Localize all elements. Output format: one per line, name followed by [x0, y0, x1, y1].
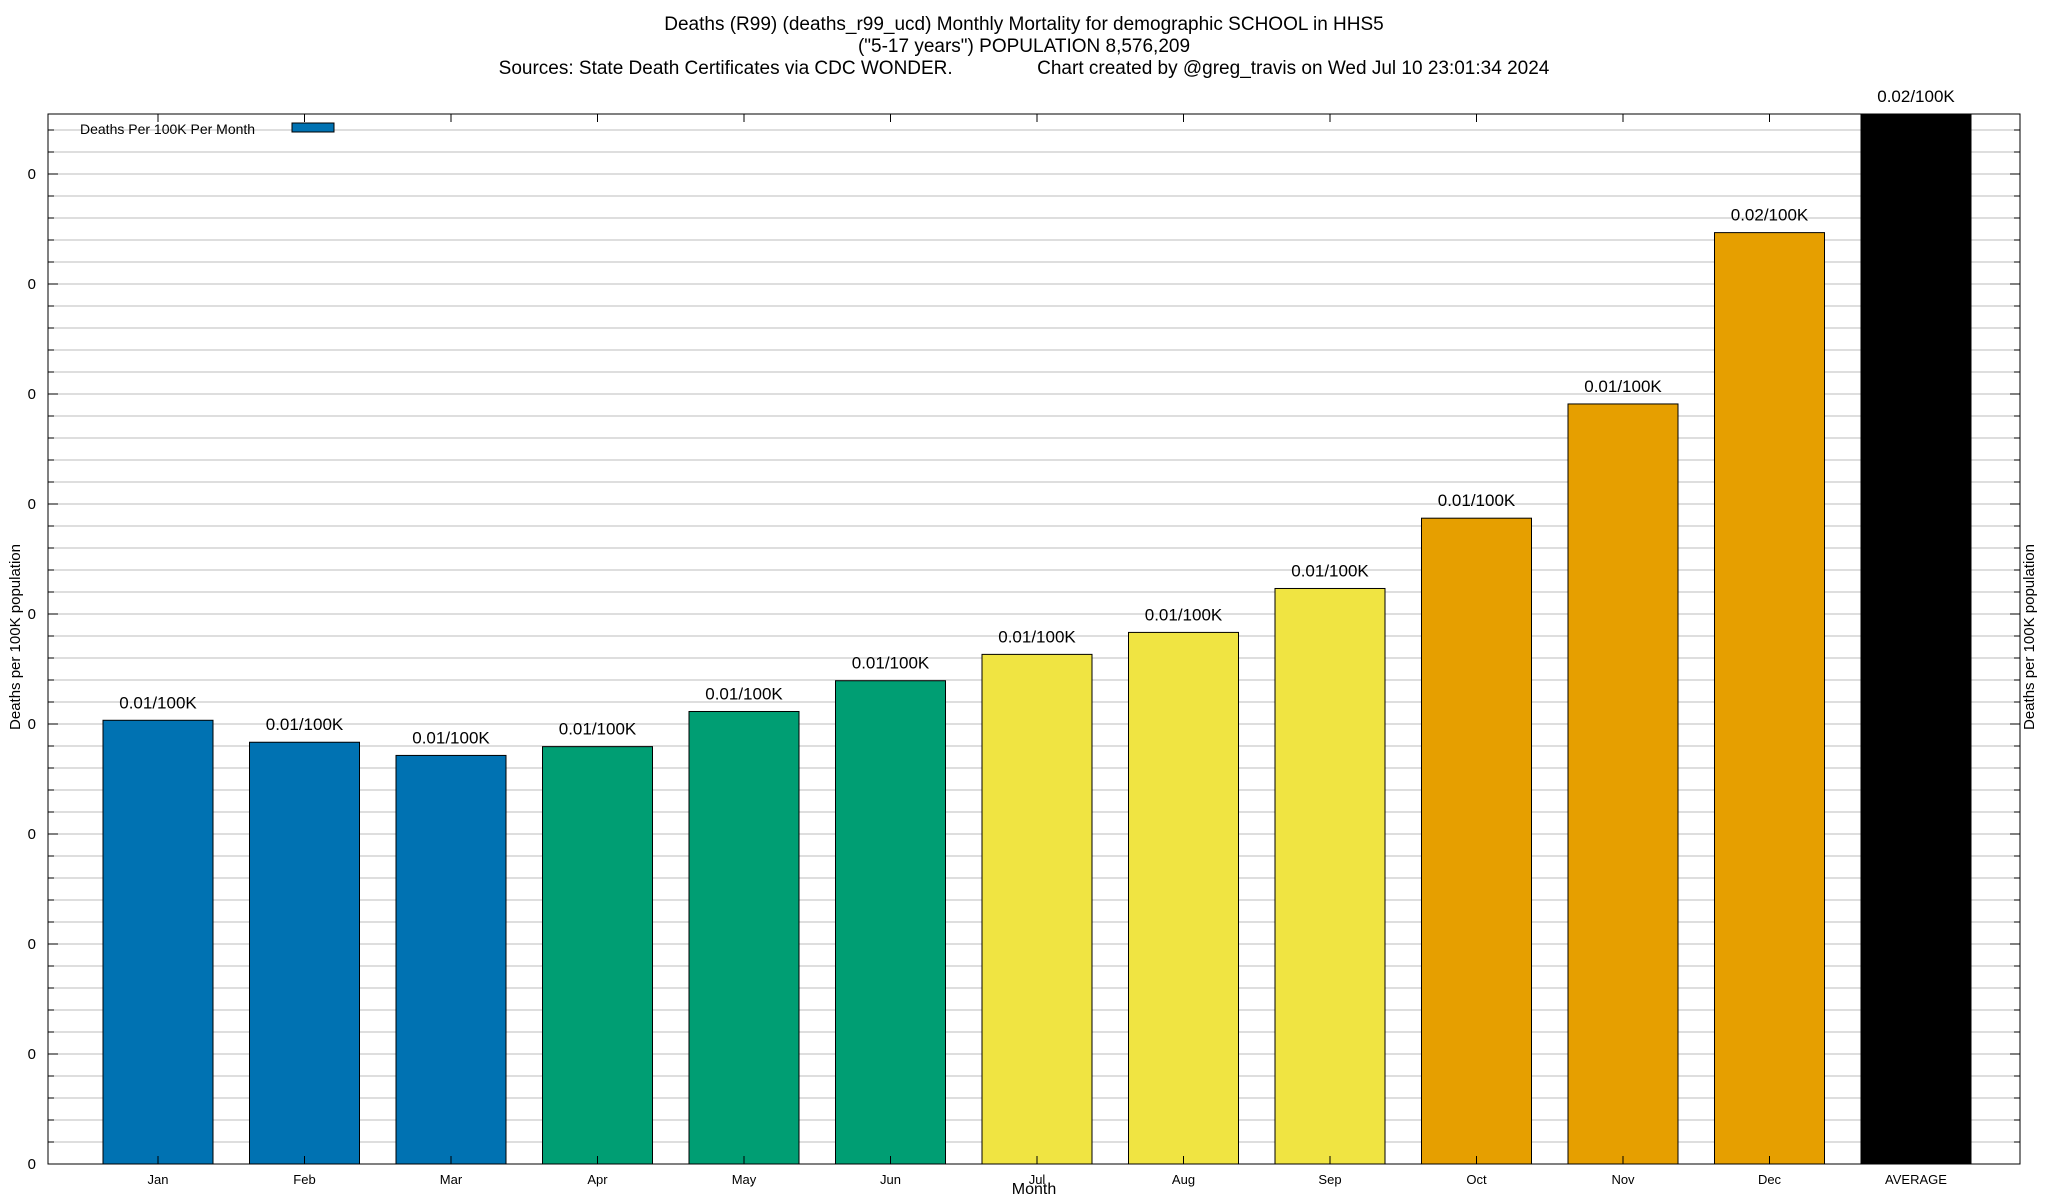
bar-oct — [1421, 517, 1532, 1165]
x-tick-label: May — [732, 1172, 757, 1187]
data-label: 0.01/100K — [998, 627, 1076, 646]
x-tick-label: Jun — [880, 1172, 901, 1187]
x-tick-label: Feb — [293, 1172, 315, 1187]
chart-title: Deaths (R99) (deaths_r99_ucd) Monthly Mo… — [0, 14, 2048, 80]
x-tick-label: Jul — [1029, 1172, 1046, 1187]
data-label: 0.01/100K — [559, 720, 637, 739]
y-axis-label-left: Deaths per 100K population — [7, 544, 24, 730]
y-tick-label: 0 — [28, 936, 36, 953]
chart-title-line-3: Sources: State Death Certificates via CD… — [498, 58, 1550, 79]
axis-ticks: 0 0 0 0 0 0 0 0 0 0 Jan Feb Mar Apr May Jun Jul Aug Sep Oct… — [28, 114, 2020, 1187]
legend-label: Deaths Per 100K Per Month — [80, 121, 255, 137]
plot-frame — [47, 113, 2021, 1165]
y-tick-label: 0 — [28, 1156, 36, 1173]
x-tick-label: Jan — [148, 1172, 169, 1187]
data-label: 0.01/100K — [852, 654, 930, 673]
bar-jul — [981, 653, 1093, 1165]
data-label: 0.01/100K — [705, 684, 783, 703]
data-label: 0.01/100K — [412, 728, 490, 747]
bar-jan — [102, 719, 214, 1165]
bar-mar — [395, 754, 507, 1165]
legend: Deaths Per 100K Per Month — [80, 121, 335, 137]
y-tick-label: 0 — [28, 826, 36, 843]
bar-aug — [1128, 631, 1239, 1165]
data-label: 0.02/100K — [1877, 87, 1955, 106]
y-tick-label: 0 — [28, 606, 36, 623]
x-tick-label: Dec — [1758, 1172, 1782, 1187]
data-label: 0.01/100K — [266, 715, 344, 734]
x-tick-label: Apr — [587, 1172, 608, 1187]
data-label: 0.01/100K — [1291, 561, 1369, 580]
y-tick-label: 0 — [28, 716, 36, 733]
x-tick-label: Nov — [1611, 1172, 1635, 1187]
bar-dec — [1714, 232, 1825, 1165]
y-tick-label: 0 — [28, 276, 36, 293]
bars: 0.01/100K 0.01/100K 0.01/100K 0.01/100K 0.01… — [102, 87, 1972, 1165]
x-tick-label: Aug — [1172, 1172, 1195, 1187]
y-tick-label: 0 — [28, 166, 36, 183]
x-tick-label: Oct — [1466, 1172, 1487, 1187]
y-tick-label: 0 — [28, 496, 36, 513]
bar-nov — [1567, 403, 1679, 1165]
y-tick-label: 0 — [28, 1046, 36, 1063]
x-tick-label: Sep — [1318, 1172, 1341, 1187]
data-label: 0.02/100K — [1731, 206, 1809, 225]
chart-title-line-1: Deaths (R99) (deaths_r99_ucd) Monthly Mo… — [664, 14, 1384, 35]
bar-feb — [249, 741, 360, 1165]
bar-may — [688, 710, 800, 1165]
chart-title-line-2: ("5-17 years") POPULATION 8,576,209 — [857, 36, 1191, 57]
data-label: 0.01/100K — [1584, 377, 1662, 396]
data-label: 0.01/100K — [1438, 491, 1516, 510]
x-tick-label: AVERAGE — [1885, 1172, 1947, 1187]
bar-average — [1860, 113, 1972, 1165]
bar-sep — [1274, 587, 1386, 1165]
y-axis-label-right: Deaths per 100K population — [2021, 544, 2038, 730]
bar-jun — [835, 680, 946, 1165]
data-label: 0.01/100K — [119, 693, 197, 712]
x-axis-label: Month — [1012, 1181, 1056, 1198]
bar-apr — [542, 746, 653, 1165]
y-tick-label: 0 — [28, 386, 36, 403]
legend-swatch — [291, 122, 335, 133]
x-tick-label: Mar — [440, 1172, 463, 1187]
data-label: 0.01/100K — [1145, 605, 1223, 624]
